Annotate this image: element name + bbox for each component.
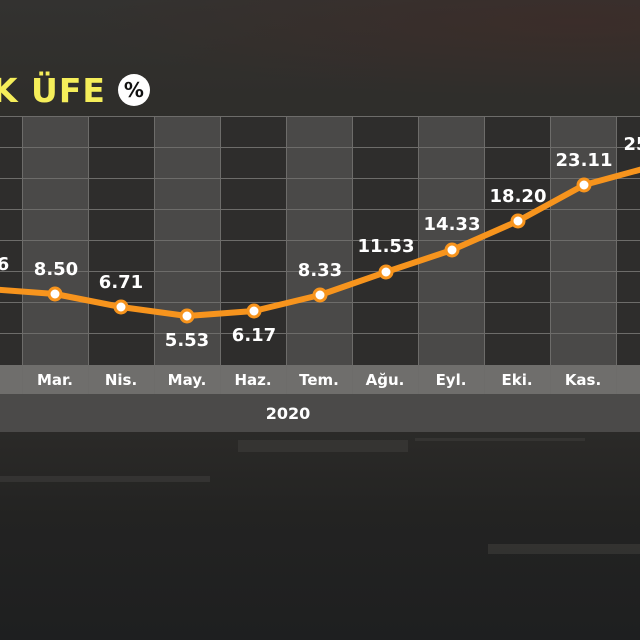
data-point-marker [444,242,460,258]
value-label: 6.17 [231,325,277,346]
floor-slab [415,438,585,441]
x-tick-label: Eyl. [435,370,467,389]
x-tick-label: Eki. [501,370,533,389]
gridline-h [0,116,640,117]
gridline-v [418,116,419,394]
x-tick-label: Kas. [564,370,602,389]
background-glow [0,0,640,110]
data-point-marker [510,213,526,229]
data-point-marker [47,286,63,302]
gridline-v [550,116,551,394]
value-label: 14.33 [423,214,481,235]
gridline-h [0,240,640,241]
gridline-v [484,116,485,394]
floor-slab [238,440,408,452]
gridline-h [0,333,640,334]
data-point-marker [576,177,592,193]
chart-title: K ÜFE % [0,70,150,110]
background-floor [0,432,640,640]
x-axis: b. Mar. Nis. May. Haz. Tem. Ağu. Eyl. Ek… [0,365,640,394]
floor-slab [488,544,640,554]
value-label: 5.53 [164,330,210,351]
gridline-h [0,209,640,210]
gridline-v [286,116,287,394]
year-bar: 2020 [0,394,640,432]
data-point-marker [312,287,328,303]
value-label: 11.53 [357,236,415,257]
gridline-v [88,116,89,394]
floor-slab [0,476,210,482]
value-label: 8.33 [297,260,343,281]
value-label: 23.11 [555,150,613,171]
gridline-h [0,178,640,179]
value-label: 6.71 [98,272,144,293]
gridline-v [154,116,155,394]
x-tick-label: Tem. [299,370,339,389]
value-label: 8.50 [33,259,79,280]
data-point-marker [113,299,129,315]
x-tick-label: Mar. [36,370,73,389]
x-tick-label: Nis. [104,370,138,389]
x-tick-label: May. [167,370,207,389]
gridline-v [220,116,221,394]
value-label: 6 [0,254,10,275]
data-point-marker [179,308,195,324]
value-label: 18.20 [489,186,547,207]
chart-title-text: K ÜFE [0,70,106,110]
value-label: 25 [623,134,640,155]
percent-badge-icon: % [117,74,150,106]
gridline-h [0,271,640,272]
data-point-marker [378,264,394,280]
x-tick-label: Ağu. [365,370,405,389]
gridline-v [22,116,23,394]
data-point-marker [246,303,262,319]
gridline-v [352,116,353,394]
year-label: 2020 [265,403,311,423]
x-tick-label: Haz. [234,370,272,389]
gridline-v [616,116,617,394]
gridline-h [0,147,640,148]
